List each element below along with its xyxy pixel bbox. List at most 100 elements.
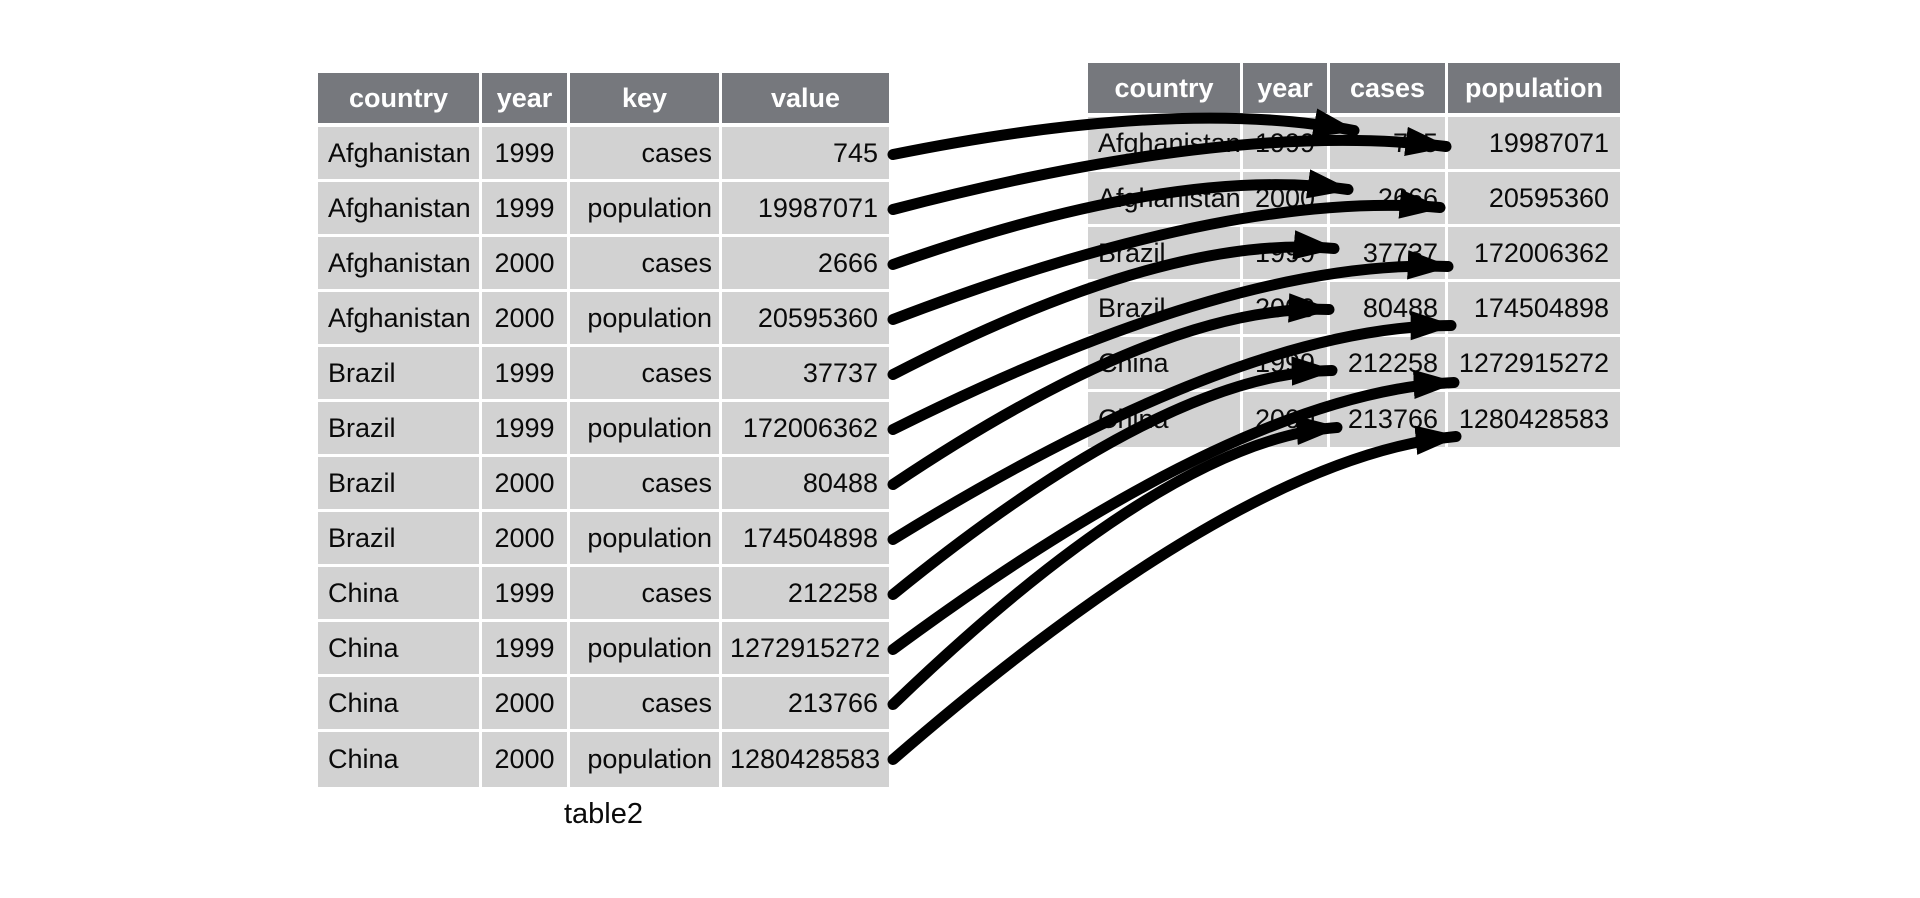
table2-cell-country: Afghanistan xyxy=(318,182,482,237)
pivot-arrow-population xyxy=(887,425,1462,765)
table2-caption: table2 xyxy=(563,798,643,830)
pivoted-cell-cases: 80488 xyxy=(1330,282,1448,337)
table2-cell-country: Afghanistan xyxy=(318,292,482,347)
table2-row: China 2000 population 1280428583 xyxy=(318,732,889,787)
table2-cell-key: population xyxy=(570,732,722,787)
pivoted-row: China 1999 212258 1272915272 xyxy=(1088,337,1620,392)
table2-cell-year: 1999 xyxy=(482,182,570,237)
table2-cell-key: cases xyxy=(570,347,722,402)
table2-cell-country: Brazil xyxy=(318,347,482,402)
table2-cell-country: China xyxy=(318,732,482,787)
table2-header-row: country year key value xyxy=(318,73,889,127)
pivoted-cell-year: 2000 xyxy=(1243,172,1330,227)
table2-row: Brazil 2000 population 174504898 xyxy=(318,512,889,567)
pivoted-cell-year: 1999 xyxy=(1243,227,1330,282)
pivoted-cell-population: 174504898 xyxy=(1448,282,1620,337)
pivoted-cell-population: 1272915272 xyxy=(1448,337,1620,392)
wide-header-year: year xyxy=(1243,63,1330,117)
table2-cell-year: 1999 xyxy=(482,347,570,402)
table2-cell-key: cases xyxy=(570,457,722,512)
table2-row: Brazil 1999 population 172006362 xyxy=(318,402,889,457)
pivoted-cell-year: 2000 xyxy=(1243,282,1330,337)
pivoted-cell-population: 1280428583 xyxy=(1448,392,1620,447)
table2-cell-key: cases xyxy=(570,567,722,622)
wide-header-cases: cases xyxy=(1330,63,1448,117)
table2-cell-key: cases xyxy=(570,677,722,732)
table2-cell-value: 1272915272 xyxy=(722,622,889,677)
pivot-arrow-cases xyxy=(887,415,1343,710)
pivoted-cell-country: China xyxy=(1088,337,1243,392)
table2-cell-value: 213766 xyxy=(722,677,889,732)
pivoted-cell-population: 20595360 xyxy=(1448,172,1620,227)
table2-cell-key: cases xyxy=(570,237,722,292)
table2-row: China 1999 population 1272915272 xyxy=(318,622,889,677)
table2-cell-year: 2000 xyxy=(482,732,570,787)
table2-cell-year: 1999 xyxy=(482,402,570,457)
table2-cell-country: China xyxy=(318,622,482,677)
pivoted-cell-country: Afghanistan xyxy=(1088,172,1243,227)
table2-cell-year: 2000 xyxy=(482,677,570,732)
table2-cell-value: 20595360 xyxy=(722,292,889,347)
table2-body: Afghanistan 1999 cases 745 Afghanistan 1999 po… xyxy=(318,127,889,787)
table2-cell-key: population xyxy=(570,512,722,567)
table2-cell-value: 2666 xyxy=(722,237,889,292)
table2-cell-year: 1999 xyxy=(482,127,570,182)
pivoted-row: Brazil 2000 80488 174504898 xyxy=(1088,282,1620,337)
pivoted-cell-population: 172006362 xyxy=(1448,227,1620,282)
table2-row: Afghanistan 2000 population 20595360 xyxy=(318,292,889,347)
table2-header-country: country xyxy=(318,73,482,127)
pivoted-cell-year: 2000 xyxy=(1243,392,1330,447)
table2-cell-country: Brazil xyxy=(318,457,482,512)
pivoted-cell-cases: 2666 xyxy=(1330,172,1448,227)
table2-cell-value: 172006362 xyxy=(722,402,889,457)
table2-cell-value: 1280428583 xyxy=(722,732,889,787)
table2-cell-value: 745 xyxy=(722,127,889,182)
pivoted-cell-country: Afghanistan xyxy=(1088,117,1243,172)
table2-cell-value: 19987071 xyxy=(722,182,889,237)
table2-row: Afghanistan 1999 population 19987071 xyxy=(318,182,889,237)
table2-row: China 1999 cases 212258 xyxy=(318,567,889,622)
wide-header-country: country xyxy=(1088,63,1243,117)
table2-cell-country: Afghanistan xyxy=(318,127,482,182)
pivoted-cell-cases: 745 xyxy=(1330,117,1448,172)
table2-cell-year: 2000 xyxy=(482,292,570,347)
table2-cell-value: 37737 xyxy=(722,347,889,402)
table2-long-table: country year key value Afghanistan 1999 ca… xyxy=(318,73,889,787)
table2-cell-year: 2000 xyxy=(482,512,570,567)
pivoted-cell-cases: 213766 xyxy=(1330,392,1448,447)
table2-cell-key: population xyxy=(570,292,722,347)
table2-cell-key: population xyxy=(570,182,722,237)
pivoted-wide-table: country year cases population Afghanista… xyxy=(1088,63,1620,447)
table2-header-key: key xyxy=(570,73,722,127)
table2-header-year: year xyxy=(482,73,570,127)
table2-cell-key: population xyxy=(570,622,722,677)
table2-header-value: value xyxy=(722,73,889,127)
table2-cell-key: population xyxy=(570,402,722,457)
pivoted-row: Brazil 1999 37737 172006362 xyxy=(1088,227,1620,282)
table2-cell-value: 212258 xyxy=(722,567,889,622)
table2-cell-year: 1999 xyxy=(482,567,570,622)
pivoted-row: Afghanistan 2000 2666 20595360 xyxy=(1088,172,1620,227)
table2-cell-key: cases xyxy=(570,127,722,182)
pivoted-cell-population: 19987071 xyxy=(1448,117,1620,172)
pivoted-cell-year: 1999 xyxy=(1243,337,1330,392)
table2-row: Afghanistan 2000 cases 2666 xyxy=(318,237,889,292)
table2-cell-year: 2000 xyxy=(482,237,570,292)
pivoted-cell-country: China xyxy=(1088,392,1243,447)
table2-cell-year: 2000 xyxy=(482,457,570,512)
table2-cell-country: Brazil xyxy=(318,512,482,567)
table2-cell-year: 1999 xyxy=(482,622,570,677)
pivoted-row: Afghanistan 1999 745 19987071 xyxy=(1088,117,1620,172)
table2-cell-value: 80488 xyxy=(722,457,889,512)
table2-row: Brazil 2000 cases 80488 xyxy=(318,457,889,512)
pivoted-cell-country: Brazil xyxy=(1088,282,1243,337)
table2-cell-country: China xyxy=(318,677,482,732)
pivoted-row: China 2000 213766 1280428583 xyxy=(1088,392,1620,447)
pivoted-body: Afghanistan 1999 745 19987071 Afghanistan 200… xyxy=(1088,117,1620,447)
pivoted-cell-country: Brazil xyxy=(1088,227,1243,282)
pivoted-cell-cases: 37737 xyxy=(1330,227,1448,282)
pivoted-cell-year: 1999 xyxy=(1243,117,1330,172)
table2-cell-country: Brazil xyxy=(318,402,482,457)
